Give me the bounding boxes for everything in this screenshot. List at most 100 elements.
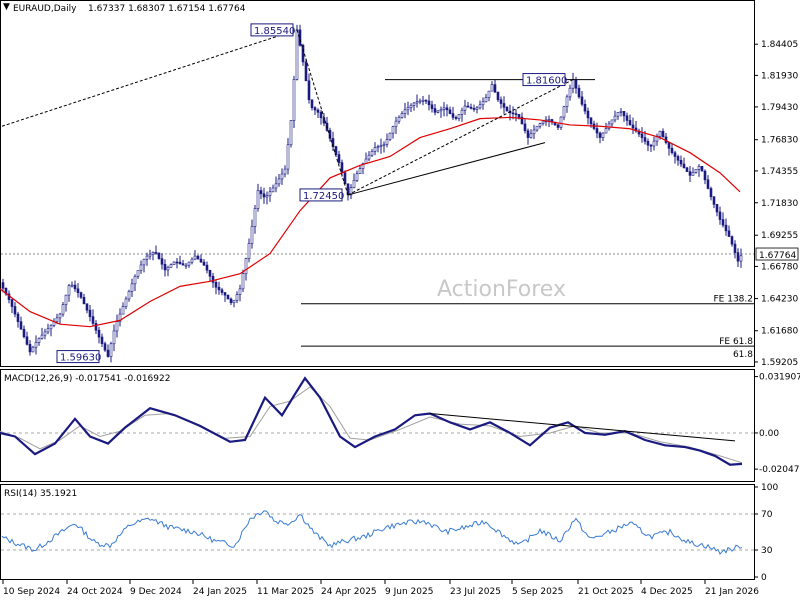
candle-body <box>493 84 497 93</box>
candle-body <box>199 258 203 263</box>
macd-label: MACD(12,26,9) -0.017541 -0.016922 <box>4 374 170 384</box>
candle-body <box>31 346 35 353</box>
price-annotation-label: 1.72450 <box>303 191 344 202</box>
price-tick-label: 1.79430 <box>761 103 798 113</box>
candle-body <box>598 132 602 138</box>
candle-body <box>625 115 629 121</box>
candle-body <box>670 147 674 153</box>
candle-body <box>319 112 323 119</box>
x-tick-label: 23 Jul 2025 <box>450 587 501 597</box>
candle-body <box>220 289 224 293</box>
candle-body <box>394 120 398 128</box>
candle-body <box>463 105 467 111</box>
candle-body <box>505 107 509 112</box>
candle-body <box>64 294 68 305</box>
candle-body <box>127 291 131 300</box>
candle-body <box>154 252 158 254</box>
candle-body <box>433 108 437 113</box>
macd-layer <box>0 376 754 466</box>
candle-body <box>733 243 737 253</box>
candle-body <box>94 323 98 331</box>
candle-body <box>61 304 65 315</box>
price-annotation-box <box>56 350 100 364</box>
chart-collapse-icon[interactable]: ▼ <box>3 2 10 12</box>
candle-body <box>424 99 428 102</box>
candle-body <box>616 112 620 117</box>
x-tick-label: 9 Dec 2024 <box>130 587 182 597</box>
candle-body <box>421 99 425 102</box>
candle-body <box>49 325 53 330</box>
axes-layer: 1.84405 1.81930 1.79430 1.76830 1.74355 1.718… <box>2 40 800 597</box>
candle-body <box>376 146 380 148</box>
candle-body <box>535 125 539 131</box>
candle-body <box>25 336 29 345</box>
x-tick-label: 21 Oct 2025 <box>578 587 634 597</box>
candle-body <box>649 144 653 147</box>
candle-body <box>169 264 173 268</box>
macd-tick-label: 0.00 <box>759 429 779 439</box>
candle-body <box>628 120 632 126</box>
price-annotation-box <box>522 73 566 87</box>
candle-body <box>685 167 689 172</box>
candle-body <box>1 282 5 289</box>
candle-body <box>334 146 338 155</box>
candle-body <box>439 109 443 112</box>
macd-trend-line <box>429 413 736 442</box>
candle-body <box>103 343 107 351</box>
x-tick-label: 21 Jan 2026 <box>705 587 759 597</box>
candle-body <box>271 187 275 193</box>
candle-body <box>187 261 191 266</box>
x-tick-label: 24 Jan 2025 <box>193 587 247 597</box>
candle-body <box>337 154 341 163</box>
x-tick-label: 11 Mar 2025 <box>257 587 314 597</box>
candle-body <box>247 243 251 259</box>
candle-body <box>577 87 581 98</box>
channel-dotted-line <box>347 79 574 196</box>
candle-body <box>397 117 401 122</box>
candle-body <box>619 111 623 113</box>
candle-body <box>106 349 110 357</box>
candle-body <box>469 106 473 109</box>
candle-body <box>631 124 635 129</box>
candle-body <box>403 109 407 114</box>
price-tick-label: 1.66780 <box>761 262 798 272</box>
candle-body <box>73 284 77 290</box>
rsi-layer <box>1 510 754 555</box>
price-tick-label: 1.69255 <box>761 231 798 241</box>
candle-body <box>529 133 533 138</box>
ohlc-label: 1.67337 1.68307 1.67154 1.67764 <box>88 4 246 14</box>
candle-body <box>430 104 434 109</box>
candle-body <box>286 144 290 170</box>
candle-body <box>133 275 137 285</box>
candle-body <box>238 288 242 295</box>
candle-body <box>172 261 176 265</box>
candle-body <box>721 219 725 226</box>
candle-body <box>352 179 356 188</box>
price-annotation-label: 1.81600 <box>526 76 567 87</box>
candle-body <box>502 103 506 108</box>
candle-body <box>679 159 683 165</box>
macd-tick-label: -0.020479 <box>759 465 800 475</box>
candle-body <box>280 173 284 180</box>
candle-body <box>484 97 488 103</box>
candle-body <box>367 154 371 160</box>
price-tick-label: 1.84405 <box>761 40 798 50</box>
candle-body <box>163 263 167 271</box>
candle-body <box>304 61 308 82</box>
candle-body <box>568 87 572 98</box>
candle-body <box>148 253 152 257</box>
long-trend-dotted-line <box>1 29 298 127</box>
candle-body <box>646 141 650 146</box>
candle-body <box>526 130 530 138</box>
price-tick-label: 1.76830 <box>761 136 798 146</box>
price-tick-label: 1.74355 <box>761 167 798 177</box>
candle-body <box>472 108 476 110</box>
candle-body <box>13 306 17 315</box>
x-tick-label: 10 Sep 2024 <box>3 587 60 597</box>
candle-body <box>478 104 482 109</box>
candle-body <box>718 211 722 220</box>
candle-body <box>481 101 485 106</box>
candle-body <box>175 261 179 264</box>
candle-body <box>19 321 23 330</box>
